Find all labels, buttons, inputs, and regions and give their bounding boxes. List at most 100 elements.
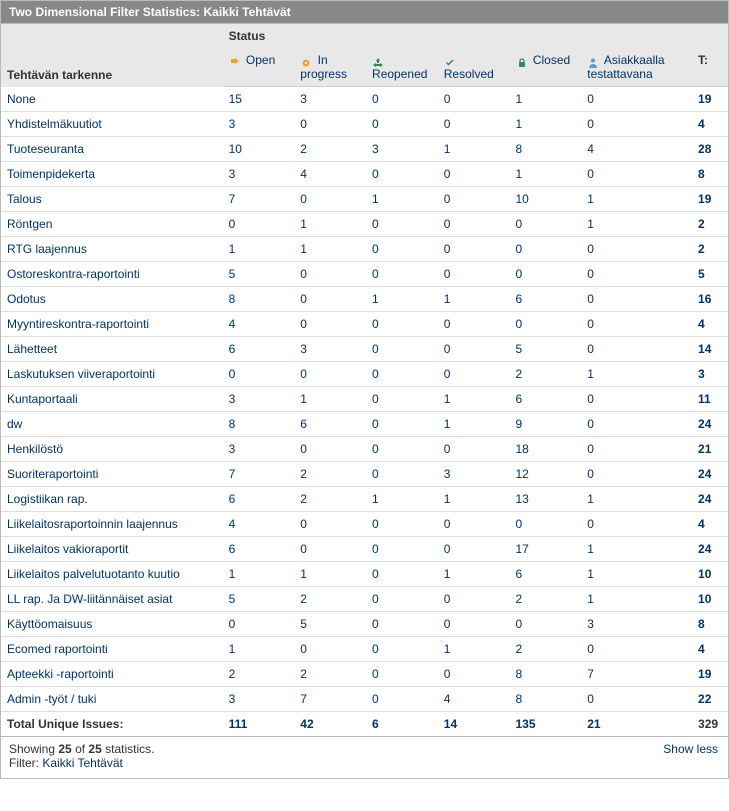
cell-value[interactable]: 0 [366,312,438,337]
row-label[interactable]: Yhdistelmäkuutiot [1,112,223,137]
cell-value[interactable]: 3 [223,687,295,712]
cell-total[interactable]: 8 [692,162,728,187]
cell-value[interactable]: 8 [223,412,295,437]
cell-value[interactable]: 6 [510,287,582,312]
cell-value[interactable]: 1 [438,412,510,437]
cell-value[interactable]: 2 [294,487,366,512]
cell-value[interactable]: 1 [366,487,438,512]
cell-value[interactable]: 4 [438,687,510,712]
cell-value[interactable]: 17 [510,537,582,562]
cell-total[interactable]: 24 [692,412,728,437]
cell-value[interactable]: 0 [438,587,510,612]
cell-value[interactable]: 0 [510,612,582,637]
cell-value[interactable]: 12 [510,462,582,487]
col-header-closed[interactable]: Closed [510,48,582,87]
cell-value[interactable]: 0 [366,262,438,287]
cell-value[interactable]: 3 [223,387,295,412]
cell-value[interactable]: 0 [294,312,366,337]
cell-value[interactable]: 1 [438,137,510,162]
cell-value[interactable]: 7 [223,462,295,487]
cell-total[interactable]: 2 [692,237,728,262]
cell-value[interactable]: 0 [366,562,438,587]
cell-value[interactable]: 0 [438,362,510,387]
cell-value[interactable]: 0 [438,237,510,262]
cell-value[interactable]: 0 [438,512,510,537]
cell-total[interactable]: 4 [692,512,728,537]
cell-value[interactable]: 0 [510,512,582,537]
cell-total[interactable]: 19 [692,662,728,687]
col-header-open[interactable]: Open [223,48,295,87]
cell-total[interactable]: 4 [692,112,728,137]
row-label[interactable]: dw [1,412,223,437]
cell-total[interactable]: 22 [692,687,728,712]
col-header-link-resolved[interactable]: Resolved [444,67,494,81]
cell-value[interactable]: 0 [366,687,438,712]
cell-total[interactable]: 2 [692,212,728,237]
cell-value[interactable]: 8 [510,137,582,162]
row-label[interactable]: Logistiikan rap. [1,487,223,512]
cell-value[interactable]: 0 [366,662,438,687]
cell-value[interactable]: 0 [366,587,438,612]
totals-value[interactable]: 6 [366,712,438,737]
cell-value[interactable]: 3 [223,437,295,462]
row-label[interactable]: Ostoreskontra-raportointi [1,262,223,287]
cell-value[interactable]: 1 [294,212,366,237]
totals-value[interactable]: 42 [294,712,366,737]
row-label[interactable]: Röntgen [1,212,223,237]
cell-value[interactable]: 0 [366,537,438,562]
cell-value[interactable]: 4 [223,512,295,537]
cell-value[interactable]: 9 [510,412,582,437]
cell-value[interactable]: 2 [510,637,582,662]
cell-value[interactable]: 5 [223,262,295,287]
cell-value[interactable]: 3 [294,337,366,362]
row-label[interactable]: Laskutuksen viiveraportointi [1,362,223,387]
col-header-customer[interactable]: Asiakkaalla testattavana [581,48,692,87]
cell-value[interactable]: 0 [223,362,295,387]
cell-value[interactable]: 6 [223,337,295,362]
cell-value[interactable]: 0 [438,212,510,237]
cell-value[interactable]: 0 [294,437,366,462]
cell-value[interactable]: 6 [223,537,295,562]
cell-total[interactable]: 10 [692,562,728,587]
cell-value[interactable]: 2 [294,462,366,487]
cell-total[interactable]: 24 [692,537,728,562]
cell-total[interactable]: 5 [692,262,728,287]
cell-value[interactable]: 6 [223,487,295,512]
cell-value[interactable]: 8 [510,687,582,712]
cell-value[interactable]: 2 [510,587,582,612]
cell-value[interactable]: 3 [223,162,295,187]
cell-value[interactable]: 0 [294,112,366,137]
cell-value[interactable]: 0 [581,337,692,362]
cell-value[interactable]: 0 [581,112,692,137]
col-header-resolved[interactable]: Resolved [438,48,510,87]
cell-value[interactable]: 0 [581,162,692,187]
cell-total[interactable]: 19 [692,187,728,212]
cell-value[interactable]: 1 [581,212,692,237]
row-label[interactable]: Lähetteet [1,337,223,362]
cell-value[interactable]: 7 [294,687,366,712]
cell-value[interactable]: 0 [438,337,510,362]
cell-value[interactable]: 0 [581,637,692,662]
cell-value[interactable]: 0 [438,612,510,637]
row-label[interactable]: Toimenpidekerta [1,162,223,187]
cell-value[interactable]: 0 [438,537,510,562]
cell-value[interactable]: 0 [294,637,366,662]
cell-value[interactable]: 0 [438,187,510,212]
cell-value[interactable]: 0 [294,262,366,287]
cell-value[interactable]: 0 [366,437,438,462]
cell-value[interactable]: 2 [510,362,582,387]
col-header-link-closed[interactable]: Closed [533,53,570,67]
cell-value[interactable]: 10 [510,187,582,212]
row-label[interactable]: Kuntaportaali [1,387,223,412]
cell-value[interactable]: 1 [366,287,438,312]
cell-value[interactable]: 2 [294,137,366,162]
totals-value[interactable]: 21 [581,712,692,737]
row-label[interactable]: Henkilöstö [1,437,223,462]
cell-value[interactable]: 0 [581,687,692,712]
cell-value[interactable]: 1 [223,237,295,262]
col-header-link-open[interactable]: Open [246,53,275,67]
cell-value[interactable]: 0 [366,362,438,387]
cell-value[interactable]: 0 [438,87,510,112]
row-label[interactable]: Talous [1,187,223,212]
cell-value[interactable]: 0 [294,537,366,562]
